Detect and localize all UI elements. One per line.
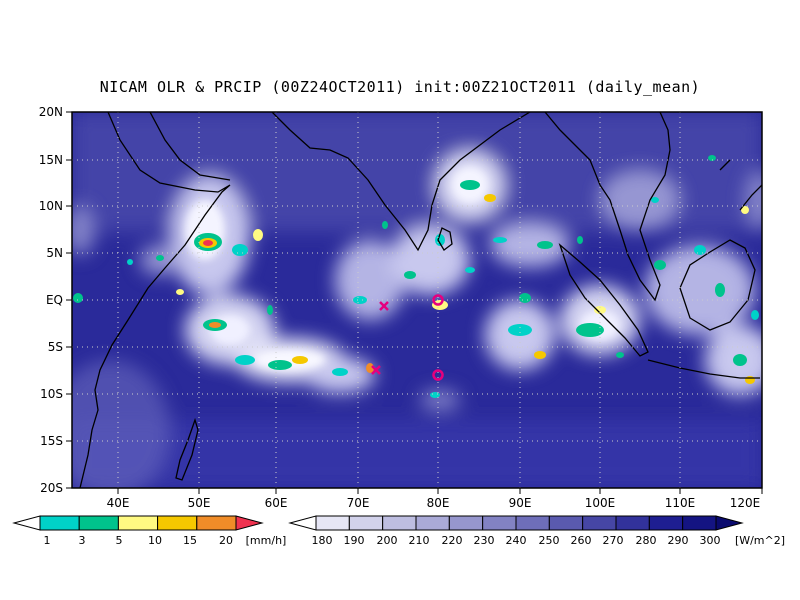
precip-swatch [117, 515, 159, 531]
precip-colorbar: 1 3 5 10 15 20 [mm/h] [12, 515, 287, 547]
precip-label: 10 [148, 534, 162, 547]
olr-swatch [682, 515, 717, 531]
lat-label: 10N [39, 199, 63, 213]
olr-label: 240 [506, 534, 527, 547]
precip-label: 15 [183, 534, 197, 547]
olr-label: 270 [603, 534, 624, 547]
olr-colorbar: 180 190 200 210 220 230 240 250 260 270 … [288, 515, 785, 547]
lat-label: 5N [46, 246, 63, 260]
olr-swatch [348, 515, 384, 531]
olr-label: 230 [474, 534, 495, 547]
lon-label: 100E [585, 496, 616, 510]
lat-label: 20N [39, 105, 63, 119]
olr-label: 200 [377, 534, 398, 547]
lon-label: 110E [665, 496, 696, 510]
precip-swatch [12, 515, 41, 531]
olr-swatch [615, 515, 650, 531]
lat-label: 15S [40, 434, 63, 448]
precip-label: 20 [219, 534, 233, 547]
lat-label: 5S [48, 340, 63, 354]
olr-label: 210 [409, 534, 430, 547]
olr-label: 290 [668, 534, 689, 547]
lat-label: 10S [40, 387, 63, 401]
map-title: NICAM OLR & PRCIP (00Z24OCT2011) init:00… [99, 78, 701, 96]
precip-swatch [196, 515, 237, 531]
olr-swatch [448, 515, 484, 531]
olr-label: 220 [442, 534, 463, 547]
marker-cross [371, 365, 381, 375]
marker-cross [379, 301, 389, 311]
olr-swatch [715, 515, 744, 531]
lat-label: EQ [46, 293, 63, 307]
coastlines [79, 112, 762, 488]
markers [371, 294, 444, 381]
grid [72, 112, 762, 488]
tick-marks [66, 111, 763, 494]
precip-label: 3 [79, 534, 86, 547]
precip-swatch [78, 515, 119, 531]
olr-label: 190 [344, 534, 365, 547]
marker-circle [432, 369, 444, 381]
olr-swatch [315, 515, 350, 531]
lon-label: 120E [730, 496, 761, 510]
olr-swatch [515, 515, 550, 531]
olr-swatch [288, 515, 317, 531]
lon-label: 40E [107, 496, 130, 510]
olr-unit: [W/m^2] [735, 534, 785, 547]
lon-label: 90E [509, 496, 532, 510]
precip-label: 1 [44, 534, 51, 547]
olr-label: 300 [700, 534, 721, 547]
lon-label: 60E [265, 496, 288, 510]
olr-swatch [582, 515, 617, 531]
olr-label: 280 [636, 534, 657, 547]
precip-swatch [157, 515, 198, 531]
olr-field [72, 112, 762, 488]
olr-swatch [482, 515, 517, 531]
lat-labels: 20N 15N 10N 5N EQ 5S 10S 15S 20S [39, 105, 63, 495]
lon-label: 80E [427, 496, 450, 510]
lon-label: 50E [188, 496, 211, 510]
lat-label: 15N [39, 153, 63, 167]
precip-swatch [235, 515, 264, 531]
precip-swatch [39, 515, 80, 531]
olr-label: 180 [312, 534, 333, 547]
olr-swatch [382, 515, 417, 531]
precip-unit: [mm/h] [246, 534, 287, 547]
olr-label: 260 [571, 534, 592, 547]
olr-swatch [648, 515, 684, 531]
precip-label: 5 [116, 534, 123, 547]
olr-swatch [548, 515, 584, 531]
marker-circle [432, 294, 444, 306]
lon-label: 70E [347, 496, 370, 510]
lat-label: 20S [40, 481, 63, 495]
lon-labels: 40E 50E 60E 70E 80E 90E 100E 110E 120E [107, 496, 761, 510]
olr-swatch [415, 515, 450, 531]
olr-label: 250 [539, 534, 560, 547]
